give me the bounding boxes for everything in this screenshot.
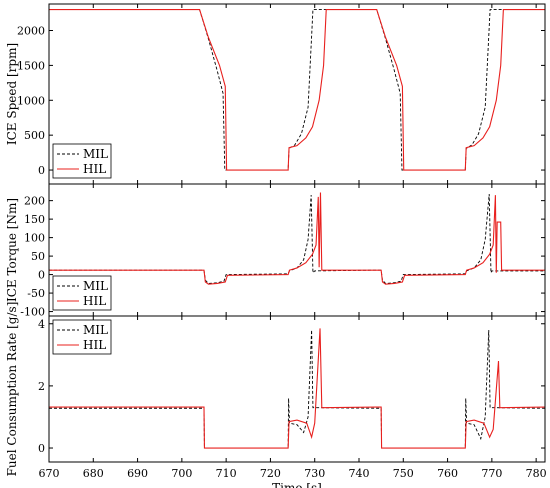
x-axis-label: Time [s] [272, 481, 322, 488]
x-tick-label: 730 [304, 467, 325, 480]
legend-label-mil: MIL [83, 323, 108, 337]
plot-frame-0 [48, 3, 546, 185]
y-axis-label-2: Fuel Consumption Rate [g/s] [5, 302, 19, 477]
y-tick-label: 4 [38, 318, 45, 331]
legend-box [52, 143, 112, 179]
x-tick-label: 750 [393, 467, 414, 480]
x-tick-label: 740 [349, 467, 370, 480]
y-tick-label: 0 [38, 442, 45, 455]
y-tick-label: -50 [27, 287, 45, 300]
x-tick-label: 770 [481, 467, 502, 480]
x-tick-label: 670 [39, 467, 60, 480]
y-tick-label: 50 [31, 250, 45, 263]
plot-frame-2 [48, 315, 546, 463]
legend-label-hil: HIL [83, 162, 106, 176]
y-tick-label: 200 [24, 195, 45, 208]
legend-box [52, 275, 112, 311]
y-axis-label-0: ICE Speed [rpm] [5, 43, 19, 145]
y-axis-label-1: ICE Torque [Nm] [5, 198, 19, 302]
y-tick-label: -100 [20, 306, 45, 319]
x-tick-label: 680 [83, 467, 104, 480]
series-line-mil-panel-2 [49, 329, 545, 449]
series-line-mil-panel-1 [49, 193, 545, 284]
series-line-hil-panel-2 [49, 328, 545, 449]
x-tick-label: 780 [526, 467, 547, 480]
y-tick-label: 0 [38, 269, 45, 282]
x-tick-label: 700 [171, 467, 192, 480]
plot-frame-1 [48, 183, 546, 317]
x-tick-label: 720 [260, 467, 281, 480]
legend-label-mil: MIL [83, 147, 108, 161]
legend-label-hil: HIL [83, 338, 106, 352]
legend-label-mil: MIL [83, 279, 108, 293]
y-tick-label: 500 [24, 129, 45, 142]
y-tick-label: 2 [38, 380, 45, 393]
x-tick-label: 710 [216, 467, 237, 480]
y-tick-label: 150 [24, 213, 45, 226]
x-tick-label: 690 [127, 467, 148, 480]
y-tick-label: 1000 [17, 94, 45, 107]
series-line-hil-panel-0 [49, 9, 545, 171]
y-tick-label: 1500 [17, 59, 45, 72]
series-line-hil-panel-1 [49, 192, 545, 285]
y-tick-label: 0 [38, 164, 45, 177]
legend-box [52, 319, 112, 355]
y-tick-label: 2000 [17, 25, 45, 38]
x-tick-label: 760 [437, 467, 458, 480]
legend-label-hil: HIL [83, 294, 106, 308]
y-tick-label: 100 [24, 232, 45, 245]
